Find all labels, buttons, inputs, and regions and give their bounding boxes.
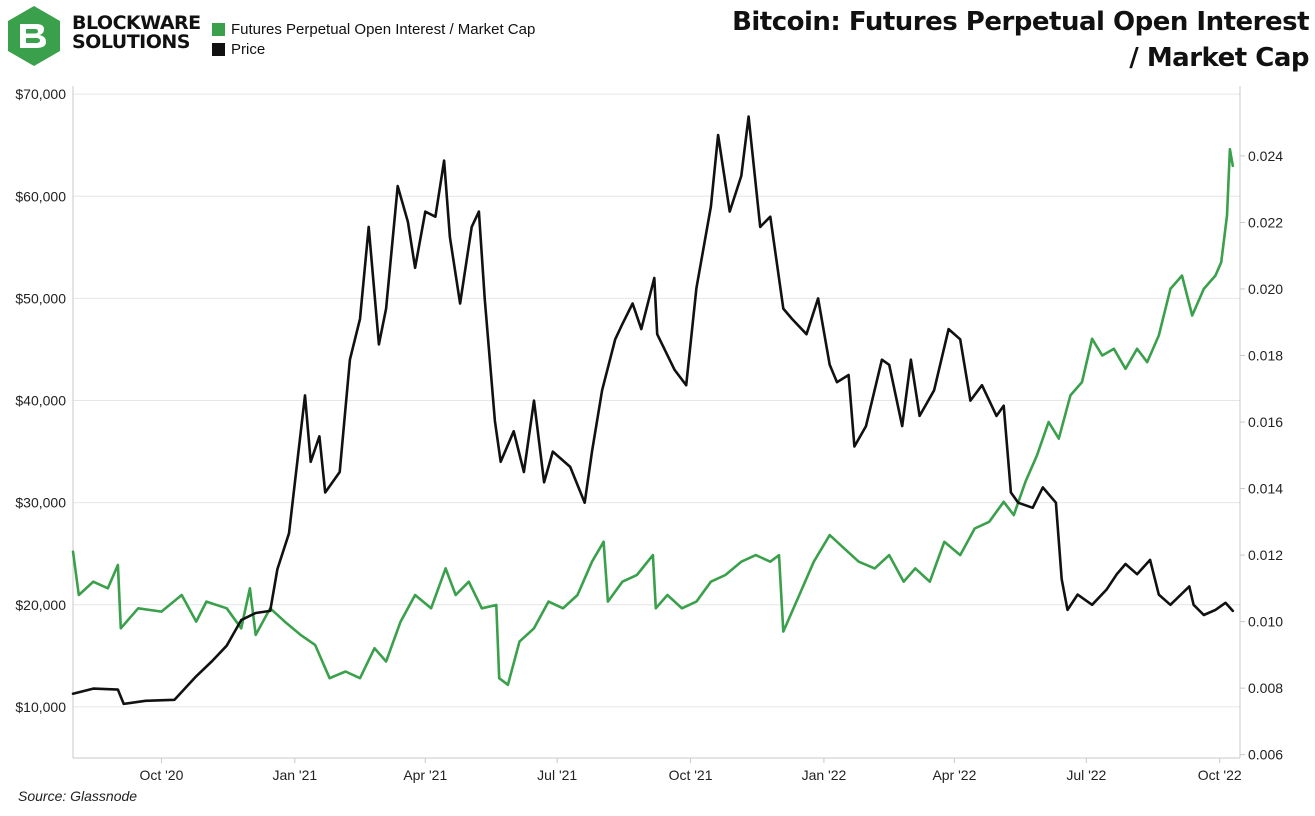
y-right-tick-label: 0.006 <box>1248 747 1283 763</box>
x-tick-label: Jul '22 <box>1066 767 1106 783</box>
brand-line-2: SOLUTIONS <box>72 31 190 53</box>
y-right-tick-label: 0.014 <box>1248 481 1283 497</box>
legend-label-oi: Futures Perpetual Open Interest / Market… <box>231 20 536 38</box>
y-right-tick-label: 0.008 <box>1248 680 1283 696</box>
chart-title-line-1: Bitcoin: Futures Perpetual Open Interest <box>732 7 1309 37</box>
x-tick-label: Oct '22 <box>1198 767 1242 783</box>
chart-title: Bitcoin: Futures Perpetual Open Interest… <box>732 4 1309 76</box>
series-line-price <box>71 115 1235 706</box>
chart-title-line-2: / Market Cap <box>1129 43 1309 73</box>
legend-swatch-black <box>212 42 225 56</box>
y-right-tick-label: 0.018 <box>1248 347 1283 363</box>
y-left-tick-label: $60,000 <box>15 188 66 204</box>
y-left-tick-label: $40,000 <box>15 393 66 409</box>
y-right-tick-label: 0.016 <box>1248 414 1283 430</box>
right-axis-ticks: 0.006 0.008 0.010 0.012 0.014 0.016 0.018 0.020… <box>1240 148 1283 763</box>
series-lines <box>71 115 1235 706</box>
y-right-tick-label: 0.010 <box>1248 614 1283 630</box>
brand-name: BLOCKWARE SOLUTIONS <box>72 14 201 52</box>
legend-item-oi: Futures Perpetual Open Interest / Market… <box>212 19 535 39</box>
logo: BLOCKWARE SOLUTIONS <box>6 4 206 68</box>
blockware-logo-mark <box>8 6 60 66</box>
x-axis-ticks: Oct '20 Jan '21 Apr '21 Jul '21 Oct '21 Jan '… <box>139 758 1242 783</box>
x-tick-label: Jul '21 <box>537 767 577 783</box>
y-left-tick-label: $10,000 <box>15 699 66 715</box>
x-tick-label: Oct '20 <box>139 767 183 783</box>
x-tick-label: Apr '22 <box>932 767 976 783</box>
source-note: Source: Glassnode <box>18 788 138 804</box>
series-line-open-interest <box>71 147 1235 687</box>
y-right-tick-label: 0.012 <box>1248 547 1283 563</box>
x-tick-label: Apr '21 <box>403 767 447 783</box>
gridlines <box>73 93 1240 708</box>
x-tick-label: Jan '22 <box>802 767 847 783</box>
legend-swatch-green <box>212 22 225 36</box>
legend-item-price: Price <box>212 39 535 59</box>
axes <box>72 86 1241 759</box>
y-right-tick-label: 0.024 <box>1248 148 1283 164</box>
y-left-tick-label: $20,000 <box>15 597 66 613</box>
x-tick-label: Oct '21 <box>669 767 713 783</box>
x-tick-label: Jan '21 <box>272 767 317 783</box>
y-left-tick-label: $70,000 <box>15 86 66 102</box>
left-axis-ticks: $10,000 $20,000 $30,000 $40,000 $50,000 $60,0… <box>15 86 66 715</box>
brand-line-1: BLOCKWARE <box>72 12 201 34</box>
y-right-tick-label: 0.020 <box>1248 281 1283 297</box>
chart-legend: Futures Perpetual Open Interest / Market… <box>212 19 535 59</box>
y-left-tick-label: $30,000 <box>15 495 66 511</box>
y-right-tick-label: 0.022 <box>1248 214 1283 230</box>
legend-label-price: Price <box>231 40 266 58</box>
y-left-tick-label: $50,000 <box>15 290 66 306</box>
